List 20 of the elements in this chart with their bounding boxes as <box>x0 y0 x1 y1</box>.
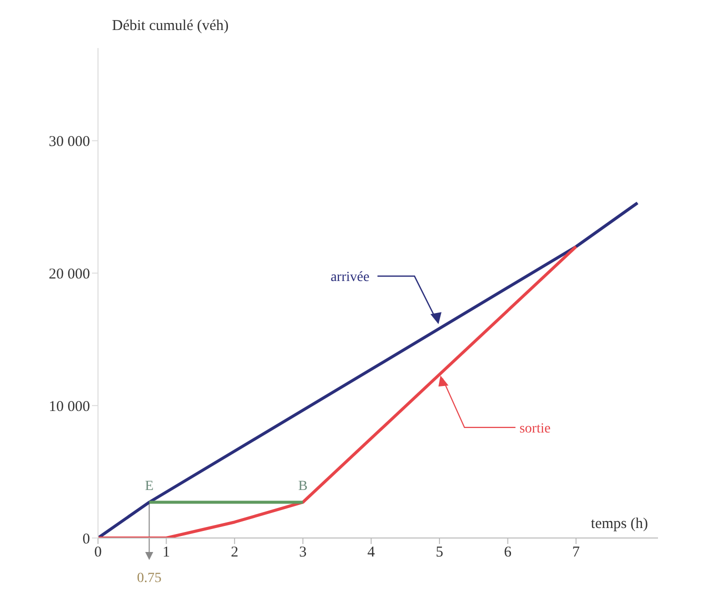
x-tick-label: 7 <box>572 544 580 561</box>
x-axis-title: temps (h) <box>590 516 648 532</box>
x-tick-label: 6 <box>504 544 512 561</box>
y-axis-title: Débit cumulé (véh) <box>112 18 229 34</box>
x-tick-label: 2 <box>230 544 238 561</box>
annotation: sortie <box>519 421 551 436</box>
annotation: B <box>298 479 308 494</box>
annotation: arrivée <box>330 270 370 286</box>
annotation: 0.75 <box>136 571 162 586</box>
x-tick-label: 3 <box>299 544 307 561</box>
line-series <box>98 245 578 538</box>
x-tick-label: 0 <box>94 544 102 561</box>
x-tick-label: 4 <box>367 544 376 561</box>
y-tick-label: 30 000 <box>48 134 90 150</box>
y-tick-label: 0 <box>82 531 90 548</box>
x-tick-label: 5 <box>436 544 444 561</box>
x-tick-label: 1 <box>162 544 170 561</box>
annotation: E <box>144 479 154 494</box>
y-tick-label: 10 000 <box>48 398 90 415</box>
y-tick-label: 20 000 <box>48 266 90 282</box>
